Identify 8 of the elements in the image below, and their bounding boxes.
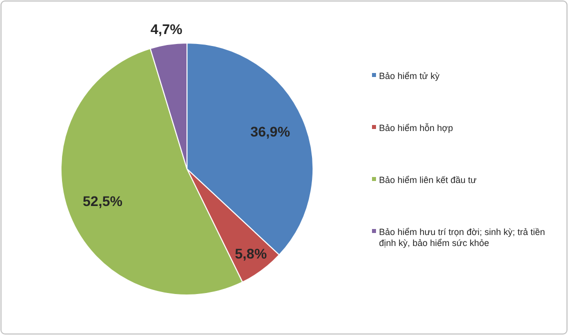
- legend-label: Bảo hiểm liên kết đầu tư: [379, 175, 477, 186]
- data-label: 52,5%: [82, 193, 124, 209]
- data-label: 5,8%: [234, 246, 268, 262]
- data-label: 4,7%: [150, 21, 183, 38]
- legend-label: Bảo hiểm hưu trí trọn đời; sinh kỳ; trả tiền định kỳ, bảo hiểm sức khỏe: [379, 227, 545, 248]
- legend-label: Bảo hiểm hỗn hợp: [379, 123, 453, 134]
- legend-label: Bảo hiểm tử kỳ: [379, 71, 440, 82]
- data-label: 36,9%: [250, 124, 291, 140]
